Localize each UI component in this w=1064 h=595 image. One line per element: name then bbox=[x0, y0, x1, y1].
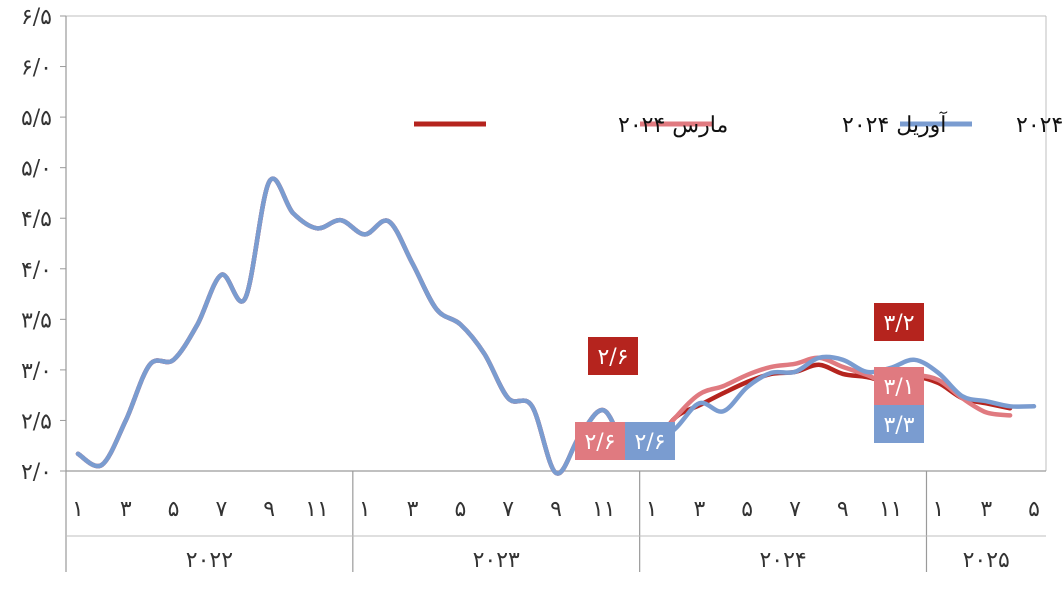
x-tick-label: ۵ bbox=[168, 497, 180, 522]
x-tick-label: ۱۱ bbox=[879, 497, 903, 522]
y-tick-label: ۵/۵ bbox=[21, 106, 52, 131]
callout-label: ۳/۱ bbox=[883, 375, 914, 400]
y-tick-label: ۲/۵ bbox=[21, 409, 52, 434]
x-tick-label: ۵ bbox=[741, 497, 753, 522]
x-tick-label: ۱۱ bbox=[305, 497, 329, 522]
x-tick-label: ۱ bbox=[359, 497, 371, 522]
x-tick-label: ۹ bbox=[263, 497, 275, 522]
callout-label: ۲/۶ bbox=[584, 430, 615, 455]
axes: ۲/۰ ۲/۵ ۳/۰ ۳/۵ ۴/۰ ۴/۵ ۵/۰ ۵/۵ ۶/۰ ۶/۵ ۲۰۲۲ ۲۰۲۳ ۲۰… bbox=[21, 5, 1047, 573]
y-tick-label: ۲/۰ bbox=[21, 460, 52, 485]
callout-label: ۳/۳ bbox=[883, 413, 914, 438]
y-tick-label: ۶/۰ bbox=[21, 56, 52, 81]
x-tick-label: ۳ bbox=[407, 497, 419, 522]
series-lines bbox=[75, 176, 1037, 476]
callout-label: ۲/۶ bbox=[634, 430, 665, 455]
x-tick-label: ۱۱ bbox=[592, 497, 616, 522]
x-tick-label: ۵ bbox=[1028, 497, 1040, 522]
y-tick-label: ۴/۰ bbox=[21, 258, 52, 283]
callout-box bbox=[874, 367, 924, 405]
legend-entry: مه ۲۰۲۴ bbox=[1016, 113, 1064, 138]
x-tick-label: ۹ bbox=[550, 497, 562, 522]
callouts: ۲/۶ ۲/۶ ۲/۶ ۳/۲ ۳/۱ ۳/۳ bbox=[575, 303, 924, 460]
callout-box bbox=[874, 303, 924, 341]
x-tick-label: ۷ bbox=[789, 497, 801, 522]
series-line-2 bbox=[75, 176, 1013, 476]
legend-entry: مارس ۲۰۲۴ bbox=[618, 113, 728, 138]
x-tick-label: ۹ bbox=[837, 497, 849, 522]
callout-box bbox=[588, 337, 638, 375]
legend-entry: آوریل ۲۰۲۴ bbox=[842, 111, 947, 138]
x-tick-label: ۱ bbox=[646, 497, 658, 522]
callout-box bbox=[575, 422, 625, 460]
year-label: ۲۰۲۳ bbox=[473, 548, 520, 573]
y-tick-label: ۶/۵ bbox=[21, 5, 52, 30]
y-tick-label: ۵/۰ bbox=[21, 157, 52, 182]
x-tick-label: ۱ bbox=[933, 497, 945, 522]
y-tick-label: ۳/۵ bbox=[21, 308, 52, 333]
x-tick-label: ۱ bbox=[72, 497, 84, 522]
callout-label: ۲/۶ bbox=[597, 345, 628, 370]
callout-box bbox=[874, 405, 924, 443]
x-tick-label: ۳ bbox=[980, 497, 992, 522]
series-line-1 bbox=[75, 176, 1013, 476]
x-tick-label: ۳ bbox=[120, 497, 132, 522]
callout-label: ۳/۲ bbox=[883, 311, 914, 336]
year-label: ۲۰۲۲ bbox=[186, 548, 233, 573]
legend: مه ۲۰۲۴ آوریل ۲۰۲۴ مارس ۲۰۲۴ bbox=[414, 111, 1064, 138]
year-label: ۲۰۲۴ bbox=[759, 548, 806, 573]
year-label: ۲۰۲۵ bbox=[963, 548, 1010, 573]
y-tick-label: ۴/۵ bbox=[21, 207, 52, 232]
series-line-3 bbox=[75, 176, 1037, 476]
x-tick-label: ۷ bbox=[215, 497, 227, 522]
x-tick-label: ۷ bbox=[502, 497, 514, 522]
y-tick-label: ۳/۰ bbox=[21, 359, 52, 384]
x-tick-label: ۵ bbox=[454, 497, 466, 522]
x-tick-label: ۳ bbox=[694, 497, 706, 522]
callout-box bbox=[625, 422, 675, 460]
